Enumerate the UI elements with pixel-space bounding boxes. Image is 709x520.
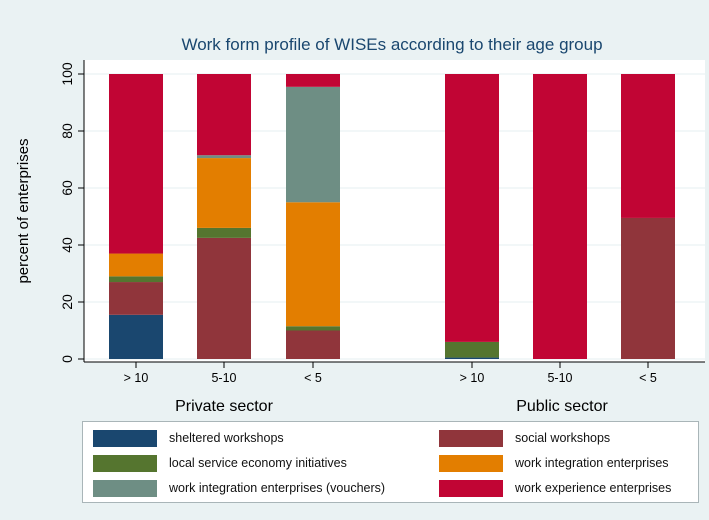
y-tick-label: 20 [59,294,75,310]
bar-segment [197,237,251,359]
legend-swatch [93,429,157,447]
bar-segment [197,158,251,228]
legend-label: work integration enterprises (vouchers) [169,481,386,495]
bar-segment [197,227,251,238]
bar-segment [621,74,675,218]
legend-item: work integration enterprises (vouchers) [93,478,385,498]
bars-layer [109,74,675,359]
legend-swatch [439,454,503,472]
bar-segment [109,253,163,277]
grid-layer [84,73,705,360]
legend-swatch [439,479,503,497]
bar-segment [445,341,499,358]
legend-swatch [439,429,503,447]
y-tick-label: 60 [59,180,75,196]
bar-segment [109,282,163,315]
legend-label: social workshops [515,431,611,445]
bar-segment [197,74,251,156]
bar-segment [286,330,340,359]
y-axis-label: percent of enterprises [15,138,32,283]
legend-item: local service economy initiatives [93,453,347,473]
x-tick-label: > 10 [124,371,149,385]
bar-segment [621,217,675,359]
bar-segment [109,314,163,359]
bar-segment [286,326,340,331]
legend-label: work integration enterprises [515,456,669,470]
x-tick-label: < 5 [304,371,322,385]
legend-item: work experience enterprises [439,478,671,498]
legend-item: social workshops [439,428,610,448]
y-tick-label: 100 [59,62,75,86]
legend-item: sheltered workshops [93,428,284,448]
x-tick-label: < 5 [639,371,657,385]
bar-segment [445,74,499,342]
group-label-private: Private sector [175,398,273,415]
plot-area [84,60,705,362]
bar-segment [109,276,163,283]
legend: sheltered workshops social workshops loc… [82,421,699,503]
x-tick-label: > 10 [460,371,485,385]
chart-title: Work form profile of WISEs according to … [181,35,602,54]
y-tick-label: 80 [59,123,75,139]
y-tick-label: 40 [59,237,75,253]
stacked-bar-chart: Work form profile of WISEs according to … [15,35,705,415]
legend-label: sheltered workshops [169,431,284,445]
bar-segment [445,357,499,359]
bar-segment [286,86,340,203]
group-label-public: Public sector [516,398,608,415]
bar-segment [197,155,251,159]
bar-segment [286,202,340,327]
bar-segment [533,74,587,359]
legend-label: local service economy initiatives [169,456,347,470]
bar-segment [109,74,163,254]
y-tick-label: 0 [59,355,75,363]
x-tick-label: 5-10 [211,371,236,385]
legend-swatch [93,454,157,472]
x-tick-label: 5-10 [547,371,572,385]
bar-segment [286,74,340,87]
axis-layer: 0 20 40 60 80 100 > 10 5-10 < 5 > 10 5-10 < 5 [59,60,705,385]
legend-label: work experience enterprises [515,481,672,495]
legend-item: work integration enterprises [439,453,669,473]
legend-swatch [93,479,157,497]
